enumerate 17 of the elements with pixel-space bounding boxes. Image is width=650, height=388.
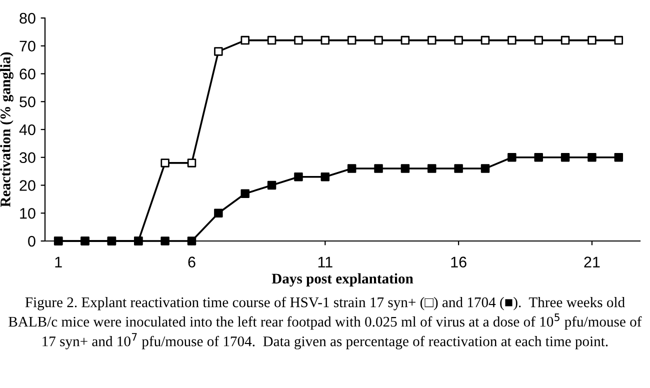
x-tick-label: 6: [188, 256, 196, 268]
y-tick-label: 30: [20, 152, 36, 164]
text: Figure 2. Explant reactivation time course of HSV-1 strain 17 syn+ (□) and 1704 (■). Three weeks old BALB/c mice were inoculated into the left rear footpad with 0.025 ml of virus at a dose of 10$^{5}$ pfu/mouse of 17 syn+ and 10$^{7}$ pfu/mouse of 1704. Data given as percentage of reactivation at each time point.: [8, 296, 642, 350]
y-tick-label: 70: [20, 40, 36, 52]
x-tick-label: 16: [451, 256, 466, 268]
y-tick-label: 10: [20, 208, 36, 219]
y-tick-label: 40: [19, 124, 36, 136]
x-tick-label: 21: [584, 256, 600, 268]
y-tick-label: 20: [20, 180, 36, 191]
y-tick-label: 80: [20, 12, 36, 24]
y-tick-label: 50: [20, 96, 36, 108]
x-tick-label: 1: [55, 256, 62, 268]
y-tick-label: 0: [28, 236, 36, 247]
x-tick-label: 11: [318, 256, 332, 268]
x-axis-title: Days post explantation: [272, 273, 414, 287]
y-tick-label: 60: [20, 68, 36, 80]
y-axis-title: Reactivation (% ganglia): [0, 52, 14, 208]
